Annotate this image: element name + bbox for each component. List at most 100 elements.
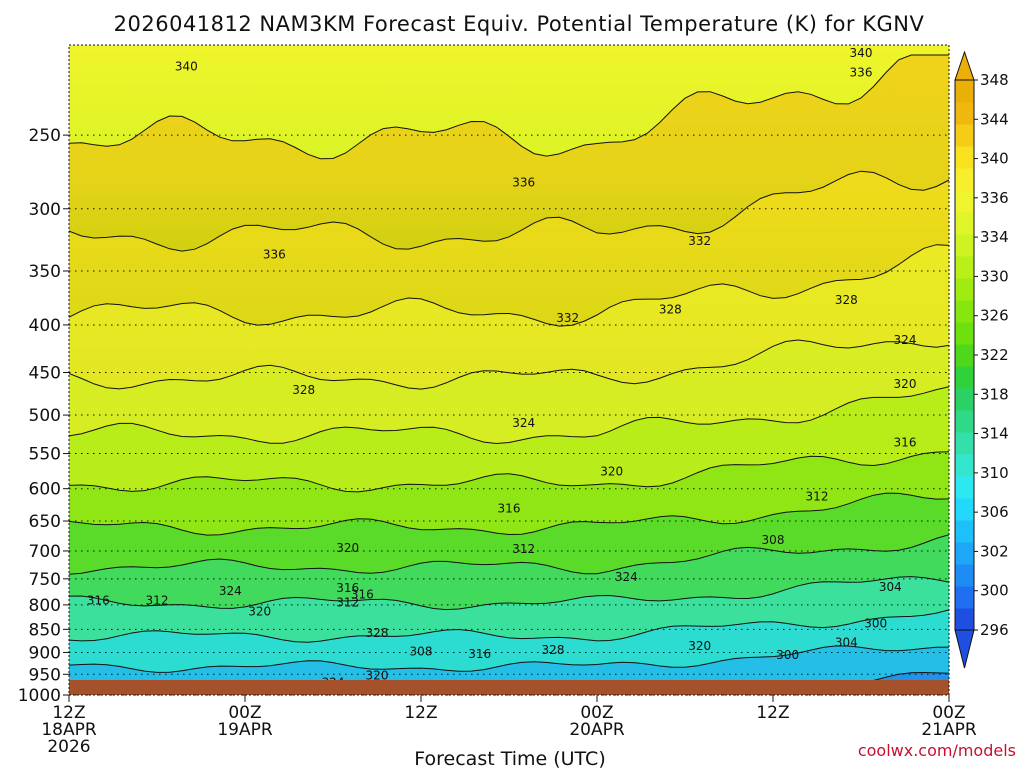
colorbar-label-310: 310 — [980, 464, 1009, 482]
colorbar-swatch-7 — [955, 454, 974, 477]
y-tick-label-600: 600 — [29, 480, 61, 500]
contour-label-6: 332 — [556, 311, 579, 325]
colorbar-swatch-6 — [955, 476, 974, 499]
colorbar-label-300: 300 — [980, 582, 1009, 600]
colorbar-swatch-17 — [955, 234, 974, 257]
credit-text: coolwx.com/models — [858, 741, 1016, 760]
contour-label-8: 328 — [835, 293, 858, 307]
y-tick-label-500: 500 — [29, 406, 61, 426]
contour-label-24: 312 — [806, 490, 829, 504]
colorbar-swatch-10 — [955, 388, 974, 411]
colorbar-swatch-13 — [955, 322, 974, 345]
theta-e-field — [69, 55, 949, 695]
contour-label-35: 304 — [879, 580, 902, 594]
contour-line-312 — [69, 576, 949, 611]
contour-label-26: 324 — [615, 570, 638, 584]
colorbar-swatch-16 — [955, 256, 974, 279]
y-tick-label-1000: 1000 — [18, 686, 61, 706]
y-tick-label-750: 750 — [29, 570, 61, 590]
contour-label-30: 320 — [688, 639, 711, 653]
colorbar: 296 300 302 306 310 314 318 322 326 330 334 336 340 3… — [954, 50, 1009, 669]
contour-label-18: 316 — [336, 581, 359, 595]
contour-label-23: 312 — [512, 542, 535, 556]
y-tick-label-300: 300 — [29, 200, 61, 220]
contour-line-328 — [69, 386, 949, 445]
contour-line-332 — [69, 339, 949, 390]
contour-label-25: 324 — [219, 584, 242, 598]
y-axis: 250 300 350 400 450 500 550 600 650 700 750 800 850 9… — [18, 126, 69, 706]
colorbar-swatch-18 — [955, 212, 974, 235]
ground-surface — [69, 680, 949, 695]
y-tick-label-250: 250 — [29, 126, 61, 146]
colorbar-swatch-9 — [955, 410, 974, 433]
colorbar-swatch-4 — [955, 520, 974, 543]
contour-label-32: 328 — [542, 643, 565, 657]
colorbar-label-318: 318 — [980, 385, 1009, 403]
colorbar-swatch-23 — [955, 102, 974, 125]
contour-line-308 — [69, 609, 949, 643]
colorbar-label-334: 334 — [980, 228, 1009, 246]
contour-label-7: 328 — [659, 303, 682, 317]
contour-label-33: 308 — [410, 645, 433, 659]
y-tick-label-350: 350 — [29, 262, 61, 282]
contour-line-316 — [69, 534, 949, 575]
contour-label-5: 332 — [688, 234, 711, 248]
x-tick-label-1-1: 19APR — [217, 720, 273, 740]
x-tick-label-0-0: 12Z — [52, 703, 85, 723]
x-tick-label-5-0: 00Z — [932, 703, 965, 723]
colorbar-swatch-22 — [955, 124, 974, 147]
colorbar-label-306: 306 — [980, 503, 1009, 521]
y-tick-label-850: 850 — [29, 620, 61, 640]
x-tick-label-2-0: 12Z — [404, 703, 437, 723]
contour-label-4: 336 — [263, 248, 286, 262]
contour-label-12: 320 — [894, 377, 917, 391]
contour-label-10: 324 — [894, 333, 917, 347]
colorbar-swatch-19 — [955, 190, 974, 213]
contour-lines — [69, 54, 949, 692]
colorbar-swatch-20 — [955, 168, 974, 191]
contour-labels: 340 340 336 336 336 332 332 328 328 328 324 324 320 3… — [87, 46, 917, 689]
contour-label-34: 308 — [762, 533, 785, 547]
contour-line-344 — [69, 54, 949, 160]
contour-label-16: 316 — [498, 501, 521, 515]
contour-label-11: 324 — [512, 416, 535, 430]
x-tick-label-4-0: 12Z — [756, 703, 789, 723]
y-tick-label-700: 700 — [29, 542, 61, 562]
x-tick-label-0-2: 2026 — [47, 737, 90, 757]
x-axis-title: Forecast Time (UTC) — [414, 748, 605, 768]
contour-line-320 — [69, 492, 949, 536]
x-tick-label-5-1: 21APR — [921, 720, 977, 740]
contour-label-19: 316 — [351, 588, 374, 602]
colorbar-swatch-11 — [955, 366, 974, 389]
contour-label-38: 300 — [776, 648, 799, 662]
contour-line-324 — [69, 451, 949, 493]
x-tick-label-3-1: 20APR — [569, 720, 625, 740]
colorbar-label-314: 314 — [980, 425, 1009, 443]
contour-label-37: 300 — [864, 617, 887, 631]
x-tick-label-0-1: 18APR — [41, 720, 97, 740]
x-tick-label-3-0: 00Z — [580, 703, 613, 723]
contour-label-3: 336 — [512, 175, 535, 189]
colorbar-label-296: 296 — [980, 621, 1009, 639]
y-tick-label-550: 550 — [29, 445, 61, 465]
colorbar-label-322: 322 — [980, 346, 1009, 364]
contour-label-21: 312 — [146, 593, 169, 607]
contour-label-2: 336 — [850, 65, 873, 79]
colorbar-swatch-12 — [955, 344, 974, 367]
plot-frame — [68, 44, 950, 696]
contour-label-31: 328 — [366, 626, 389, 640]
colorbar-swatch-14 — [955, 300, 974, 323]
colorbar-swatch-15 — [955, 278, 974, 301]
contour-label-28: 320 — [248, 604, 271, 618]
colorbar-swatch-5 — [955, 498, 974, 521]
contour-label-9: 328 — [292, 383, 315, 397]
plot-area: 340 340 336 336 336 332 332 328 328 328 324 324 320 3… — [69, 45, 949, 695]
colorbar-label-330: 330 — [980, 267, 1009, 285]
contour-line-340 — [69, 170, 949, 252]
colorbar-label-336: 336 — [980, 189, 1009, 207]
colorbar-swatch-1 — [955, 586, 974, 609]
contour-label-22: 312 — [336, 595, 359, 609]
colorbar-swatch-3 — [955, 542, 974, 565]
